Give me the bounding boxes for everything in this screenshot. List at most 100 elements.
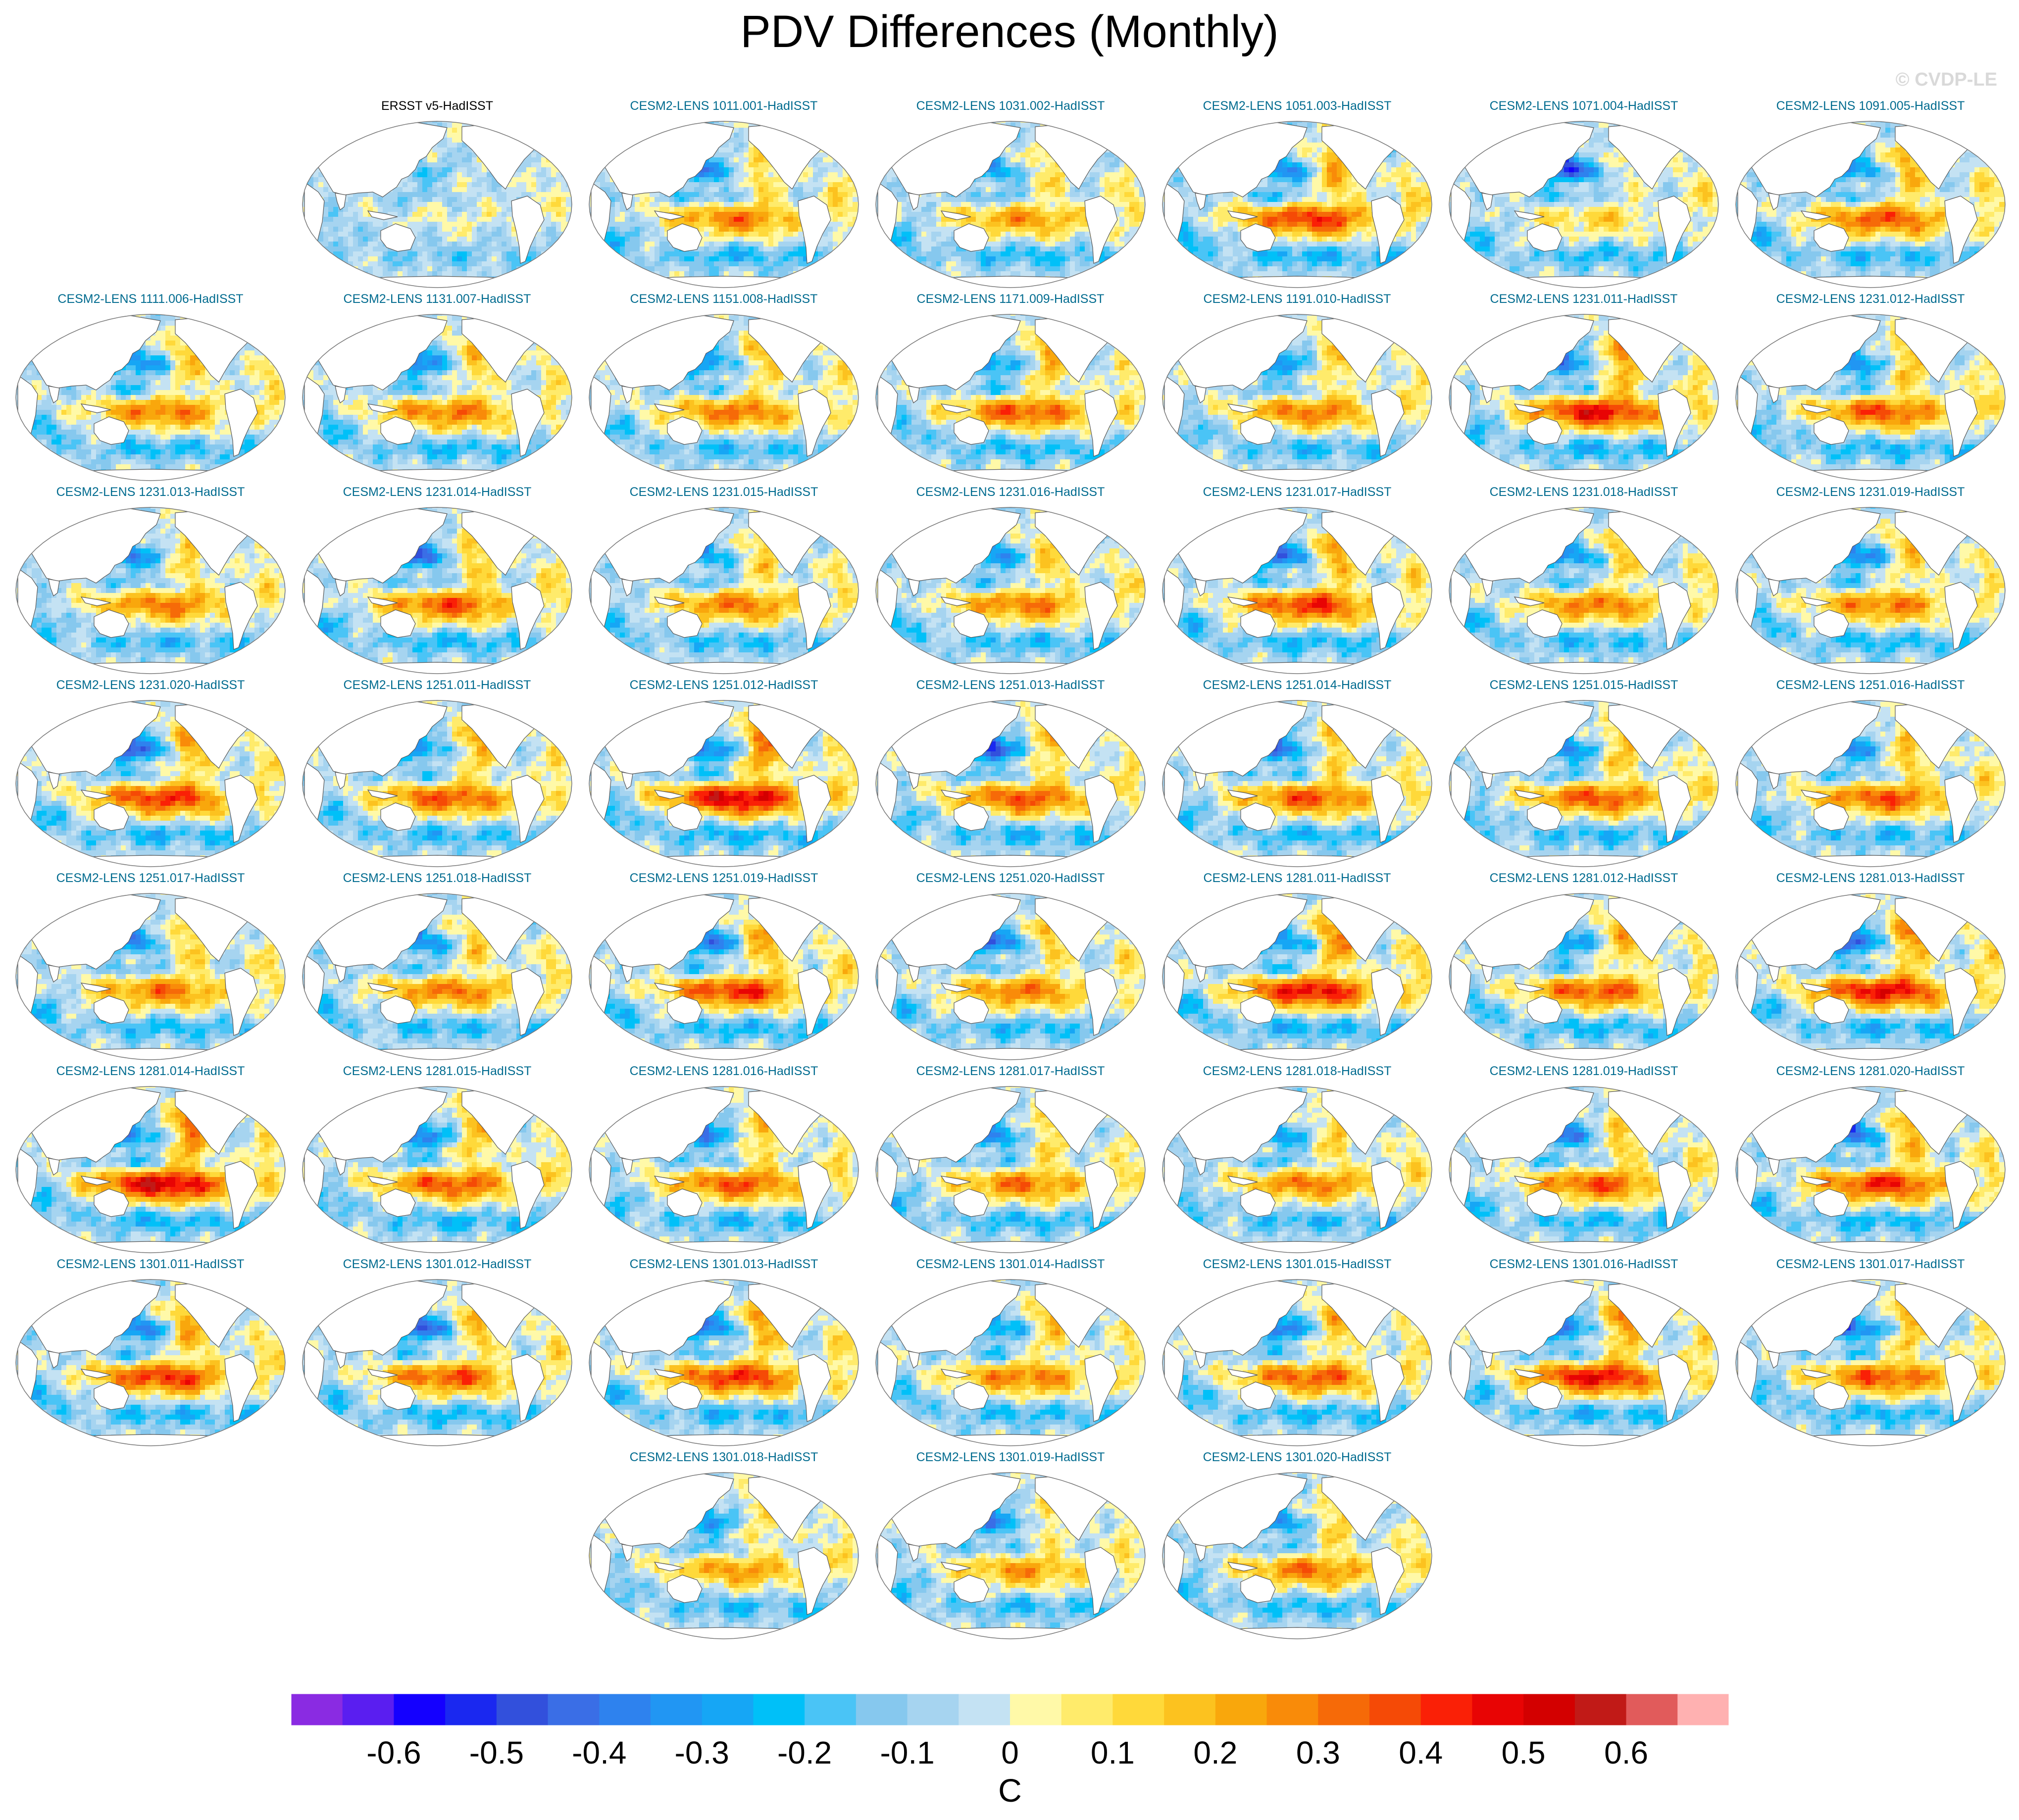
heatmap-cell [432, 157, 438, 163]
heatmap-cell [640, 227, 645, 232]
heatmap-cell [328, 217, 334, 222]
heatmap-cell [1015, 152, 1021, 158]
heatmap-cell [1030, 157, 1036, 163]
heatmap-cell [798, 286, 804, 291]
heatmap-cell [1030, 197, 1036, 202]
heatmap-cell [328, 197, 334, 202]
heatmap-cell [659, 246, 665, 252]
heatmap-cell [313, 276, 319, 282]
heatmap-cell [318, 237, 324, 242]
heatmap-cell [323, 271, 329, 277]
heatmap-cell [763, 197, 769, 202]
heatmap-cell [664, 123, 670, 128]
heatmap-cell [768, 281, 774, 287]
heatmap-cell [437, 192, 443, 197]
heatmap-cell [467, 217, 472, 222]
heatmap-cell [620, 237, 625, 242]
heatmap-cell [625, 133, 630, 138]
heatmap-cell [778, 207, 784, 212]
heatmap-cell [457, 143, 462, 148]
heatmap-cell [838, 192, 843, 197]
heatmap-cell [739, 237, 744, 242]
heatmap-cell [551, 217, 556, 222]
heatmap-cell [502, 242, 507, 247]
heatmap-cell [699, 256, 705, 262]
heatmap-cell [407, 217, 413, 222]
heatmap-cell [472, 177, 477, 183]
heatmap-cell [783, 187, 789, 193]
heatmap-cell [1030, 172, 1036, 178]
heatmap-cell [1006, 152, 1011, 158]
heatmap-cell [521, 286, 527, 291]
heatmap-cell [783, 286, 789, 291]
heatmap-cell [546, 207, 552, 212]
heatmap-cell [946, 118, 952, 123]
heatmap-cell [635, 128, 640, 133]
heatmap-cell [1055, 167, 1060, 173]
heatmap-cell [833, 197, 838, 202]
heatmap-cell [739, 227, 744, 232]
heatmap-cell [299, 266, 304, 272]
heatmap-cell [926, 202, 932, 207]
heatmap-cell [541, 162, 547, 168]
heatmap-cell [447, 202, 453, 207]
heatmap-cell [916, 138, 922, 143]
heatmap-cell [793, 212, 799, 217]
heatmap-cell [1065, 118, 1070, 123]
heatmap-cell [848, 286, 853, 291]
heatmap-cell [655, 266, 660, 272]
heatmap-cell [492, 242, 497, 247]
heatmap-cell [1040, 162, 1046, 168]
heatmap-cell [1025, 157, 1031, 163]
greenland-land [533, 122, 553, 140]
heatmap-cell [853, 271, 858, 277]
heatmap-cell [1139, 118, 1145, 123]
heatmap-cell [981, 177, 986, 183]
heatmap-cell [299, 256, 304, 262]
heatmap-cell [744, 207, 749, 212]
heatmap-cell [432, 222, 438, 227]
heatmap-cell [1144, 133, 1149, 138]
heatmap-cell [462, 152, 467, 158]
heatmap-cell [645, 202, 650, 207]
heatmap-cell [497, 232, 502, 237]
heatmap-cell [704, 227, 709, 232]
heatmap-cell [417, 222, 423, 227]
heatmap-cell [511, 187, 517, 193]
heatmap-cell [447, 207, 453, 212]
heatmap-cell [482, 286, 487, 291]
heatmap-cell [803, 192, 808, 197]
heatmap-cell [838, 138, 843, 143]
heatmap-cell [348, 217, 353, 222]
heatmap-cell [1114, 128, 1120, 133]
heatmap-cell [877, 167, 882, 173]
heatmap-cell [758, 187, 764, 193]
heatmap-cell [704, 217, 709, 222]
heatmap-cell [897, 187, 902, 193]
heatmap-cell [506, 232, 512, 237]
heatmap-cell [600, 281, 606, 287]
heatmap-cell [1095, 123, 1100, 128]
heatmap-cell [763, 217, 769, 222]
heatmap-cell [422, 212, 428, 217]
heatmap-cell [625, 123, 630, 128]
heatmap-cell [754, 256, 759, 262]
heatmap-cell [551, 286, 556, 291]
heatmap-cell [1065, 202, 1070, 207]
heatmap-cell [853, 118, 858, 123]
heatmap-cell [299, 276, 304, 282]
heatmap-cell [719, 222, 724, 227]
heatmap-cell [921, 118, 927, 123]
heatmap-cell [758, 177, 764, 183]
heatmap-cell [610, 251, 615, 257]
heatmap-cell [699, 172, 705, 178]
heatmap-cell [323, 118, 329, 123]
heatmap-cell [447, 256, 453, 262]
heatmap-cell [1124, 157, 1130, 163]
heatmap-cell [971, 187, 976, 193]
heatmap-cell [1110, 197, 1115, 202]
heatmap-cells [585, 118, 862, 291]
heatmap-cell [1139, 172, 1145, 178]
heatmap-cell [338, 123, 344, 128]
heatmap-cell [556, 261, 561, 267]
